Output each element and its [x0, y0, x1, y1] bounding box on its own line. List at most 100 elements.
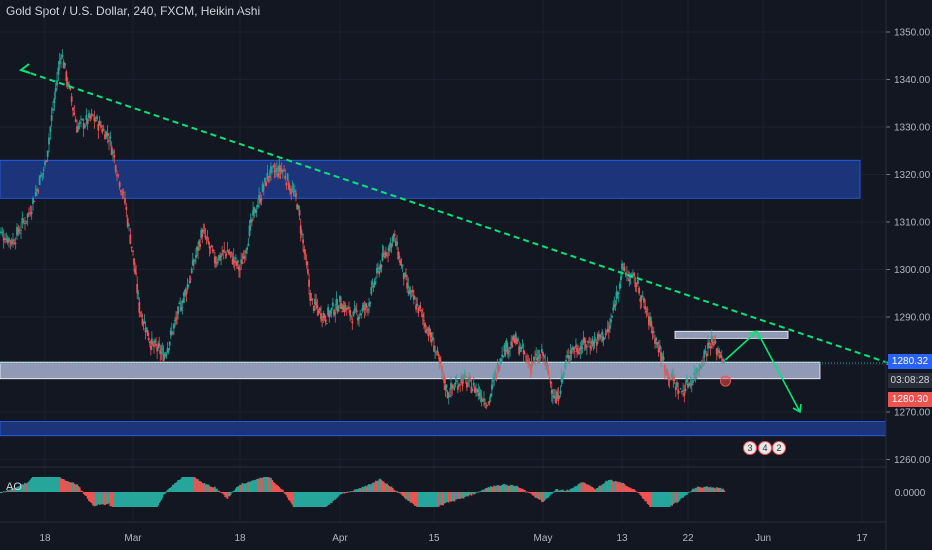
candle-body — [129, 234, 132, 244]
ao-bar — [494, 486, 497, 492]
candle-body — [625, 274, 628, 276]
ao-bar — [219, 491, 221, 493]
event-badge[interactable]: 3 — [743, 441, 757, 455]
candle-body — [406, 282, 409, 289]
ao-axis-value: 0.0000 — [894, 488, 926, 499]
candle-body — [475, 388, 477, 392]
candle-body — [345, 308, 348, 311]
ao-bar — [9, 489, 12, 492]
ao-bar — [142, 492, 145, 507]
ao-bar — [431, 492, 434, 507]
ao-bar — [621, 482, 623, 492]
ao-bar — [97, 492, 100, 505]
candle-body — [467, 383, 469, 385]
candle-body — [451, 384, 454, 389]
ao-bar — [463, 492, 466, 498]
time-axis[interactable]: 18 Mar 18 Apr 15 May 13 22 Jun 17 — [39, 533, 868, 544]
candle-body — [266, 172, 269, 181]
ao-bar — [314, 492, 316, 507]
ao-bar — [576, 486, 578, 492]
ao-bar — [603, 483, 606, 492]
candle-body — [235, 262, 238, 266]
candle-body — [484, 402, 486, 405]
candle-body — [679, 388, 682, 390]
ao-bar — [72, 482, 74, 492]
candle-body — [671, 372, 674, 377]
candle-body — [293, 190, 296, 193]
ao-bar — [230, 492, 233, 493]
candle-body — [339, 295, 341, 303]
candle-body — [262, 187, 265, 189]
ao-bar — [392, 489, 395, 492]
candle-body — [525, 356, 527, 358]
candle-body — [260, 198, 263, 201]
candle-body — [442, 371, 444, 373]
ao-bar — [393, 490, 396, 492]
candle-body — [295, 193, 297, 198]
candle-body — [291, 188, 294, 191]
candle-body — [418, 305, 421, 309]
ao-bar — [160, 492, 163, 500]
candle-body — [12, 239, 14, 243]
ao-bar — [287, 492, 290, 501]
ao-bar — [58, 477, 61, 492]
event-badge[interactable]: 2 — [772, 441, 786, 455]
ao-bar — [387, 485, 390, 492]
candle-body — [602, 336, 605, 341]
ao-bar — [438, 492, 441, 506]
candle-body — [660, 352, 663, 362]
ao-bar — [395, 491, 397, 492]
ao-bar — [166, 489, 169, 492]
ao-bar — [479, 491, 482, 492]
ao-bar — [308, 492, 310, 507]
candle-body — [404, 272, 406, 277]
candle-body — [562, 371, 565, 376]
candle-body — [401, 264, 404, 266]
ao-bar — [602, 483, 605, 492]
candle-body — [331, 302, 334, 307]
candle-body — [463, 374, 466, 377]
candle-body — [397, 251, 400, 260]
ao-bar — [486, 488, 489, 492]
ao-bar — [210, 487, 213, 492]
candle-body — [264, 177, 266, 183]
candle-body — [359, 313, 362, 315]
ao-bar — [575, 486, 577, 492]
ao-bar — [274, 484, 277, 492]
candle-body — [613, 304, 616, 308]
candle-body — [165, 354, 168, 355]
ao-bar — [382, 481, 385, 492]
candle-body — [374, 281, 377, 283]
candle-body — [314, 298, 316, 305]
candle-body — [220, 255, 223, 257]
candle-body — [518, 346, 521, 355]
candle-body — [181, 306, 184, 308]
candle-body — [672, 375, 675, 381]
event-badge[interactable]: 4 — [758, 441, 772, 455]
candle-body — [505, 340, 508, 349]
candle-body — [100, 125, 102, 128]
ao-bar — [336, 492, 339, 498]
ao-bar — [183, 477, 186, 492]
ao-bar — [134, 492, 136, 507]
candle-body — [687, 383, 689, 388]
candle-body — [306, 269, 309, 274]
candle-body — [488, 400, 491, 402]
ao-bar — [286, 492, 289, 498]
candle-body — [42, 169, 45, 171]
ao-bar — [249, 481, 252, 492]
ao-bar — [381, 481, 384, 492]
candle-body — [26, 213, 29, 218]
candle-body — [357, 317, 359, 321]
candle-body — [527, 360, 530, 364]
ao-bar — [506, 485, 509, 492]
candle-body — [683, 393, 686, 396]
candle-body — [715, 348, 718, 355]
ao-bar — [298, 492, 301, 507]
candle-body — [434, 351, 437, 353]
zone-rect — [0, 361, 821, 380]
ao-bar — [386, 483, 388, 492]
ao-bar — [196, 479, 198, 492]
candle-body — [299, 225, 302, 234]
